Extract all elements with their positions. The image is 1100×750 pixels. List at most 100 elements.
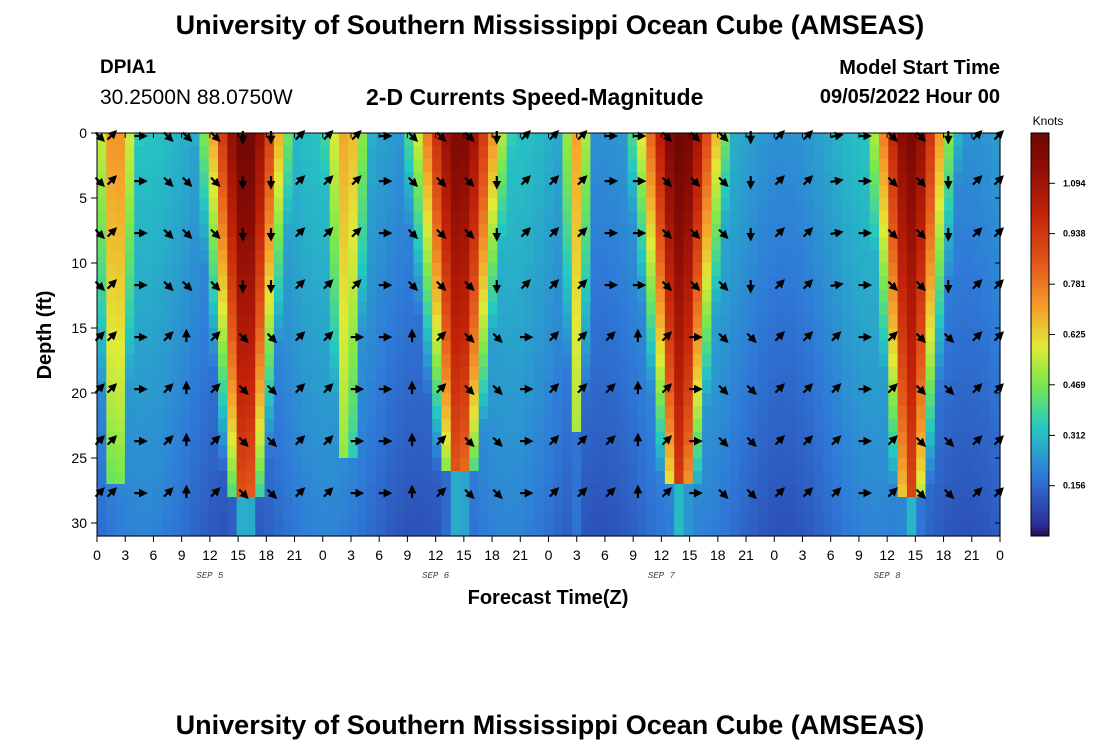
heatmap-cell xyxy=(702,380,713,394)
heatmap-cell xyxy=(562,445,573,459)
heatmap-cell xyxy=(972,458,982,472)
heatmap-cell xyxy=(376,328,387,342)
heatmap-cell xyxy=(897,159,908,173)
heatmap-cell xyxy=(311,198,322,212)
heatmap-cell xyxy=(124,211,135,225)
heatmap-cell xyxy=(152,224,163,238)
heatmap-cell xyxy=(143,458,154,472)
heatmap-cell xyxy=(404,289,415,303)
heatmap-cell xyxy=(273,328,284,342)
heatmap-cell xyxy=(106,341,117,355)
heatmap-cell xyxy=(283,445,294,459)
heatmap-cell xyxy=(813,315,824,329)
heatmap-cell xyxy=(227,211,238,225)
heatmap-cell xyxy=(478,393,489,407)
heatmap-cell xyxy=(627,237,638,251)
colorbar-tick-label: 0.938 xyxy=(1063,229,1086,239)
heatmap-cell xyxy=(394,250,405,264)
heatmap-cell xyxy=(655,159,666,173)
heatmap-cell xyxy=(646,523,657,537)
heatmap-cell xyxy=(953,159,964,173)
heatmap-cell xyxy=(152,432,163,446)
heatmap-cell xyxy=(860,497,871,511)
heatmap-cell xyxy=(497,211,508,225)
heatmap-cell xyxy=(934,133,945,147)
heatmap-cell xyxy=(283,315,294,329)
heatmap-cell xyxy=(767,523,778,537)
heatmap-cell xyxy=(413,484,424,498)
heatmap-cell xyxy=(627,484,638,498)
heatmap-cell xyxy=(785,237,796,251)
heatmap-cell xyxy=(487,263,498,277)
heatmap-cell xyxy=(385,250,396,264)
heatmap-cell xyxy=(841,432,852,446)
heatmap-cell xyxy=(143,133,154,147)
heatmap-cell xyxy=(860,406,871,420)
heatmap-cell xyxy=(134,393,145,407)
heatmap-cell xyxy=(767,354,778,368)
heatmap-cell xyxy=(851,458,861,472)
heatmap-cell xyxy=(115,354,126,368)
heatmap-cell xyxy=(487,224,498,238)
heatmap-cell xyxy=(720,302,731,316)
heatmap-cell xyxy=(134,367,145,381)
heatmap-cell xyxy=(655,510,666,524)
heatmap-cell xyxy=(152,250,163,264)
heatmap-cell xyxy=(255,302,266,316)
heatmap-cell xyxy=(171,328,182,342)
heatmap-cell xyxy=(441,497,452,511)
current-vector xyxy=(520,130,532,141)
heatmap-cell xyxy=(199,510,210,524)
heatmap-cell xyxy=(469,458,480,472)
heatmap-cell xyxy=(404,146,415,160)
heatmap-cell xyxy=(795,471,806,485)
heatmap-cell xyxy=(515,133,526,147)
heatmap-cell xyxy=(180,523,191,537)
heatmap-cell xyxy=(441,159,452,173)
heatmap-cell xyxy=(990,289,1001,303)
heatmap-cell xyxy=(934,367,945,381)
heatmap-cell xyxy=(609,198,619,212)
heatmap-cell xyxy=(515,315,526,329)
heatmap-cell xyxy=(366,211,377,225)
heatmap-cell xyxy=(590,523,601,537)
heatmap-cell xyxy=(394,380,405,394)
heatmap-cell xyxy=(655,354,666,368)
heatmap-cell xyxy=(730,172,740,186)
heatmap-cell xyxy=(730,471,740,485)
heatmap-cell xyxy=(376,289,387,303)
heatmap-cell xyxy=(906,432,917,446)
heatmap-cell xyxy=(599,146,610,160)
heatmap-cell xyxy=(152,406,163,420)
heatmap-cell xyxy=(702,146,713,160)
heatmap-cell xyxy=(162,458,173,472)
heatmap-cell xyxy=(432,406,443,420)
heatmap-cell xyxy=(823,198,834,212)
heatmap-cell xyxy=(450,497,461,511)
heatmap-cell xyxy=(227,224,238,238)
heatmap-cell xyxy=(152,445,163,459)
heatmap-cell xyxy=(162,367,173,381)
heatmap-cell xyxy=(106,315,117,329)
date-label: SEP 5 xyxy=(196,571,224,581)
heatmap-cell xyxy=(190,432,200,446)
heatmap-cell xyxy=(730,198,740,212)
heatmap-cell xyxy=(162,315,173,329)
heatmap-cell xyxy=(795,432,806,446)
heatmap-cell xyxy=(702,510,713,524)
heatmap-cell xyxy=(366,159,377,173)
current-vector xyxy=(106,383,118,394)
x-tick-label: 18 xyxy=(936,547,952,563)
heatmap-cell xyxy=(320,471,331,485)
current-vector xyxy=(294,130,306,141)
current-vector xyxy=(993,331,1004,342)
heatmap-cell xyxy=(162,341,173,355)
heatmap-cell xyxy=(702,302,713,316)
heatmap-cell xyxy=(609,276,619,290)
heatmap-cell xyxy=(562,159,573,173)
heatmap-cell xyxy=(609,159,619,173)
heatmap-cell xyxy=(748,471,759,485)
heatmap-cell xyxy=(525,341,536,355)
heatmap-cell xyxy=(897,276,908,290)
